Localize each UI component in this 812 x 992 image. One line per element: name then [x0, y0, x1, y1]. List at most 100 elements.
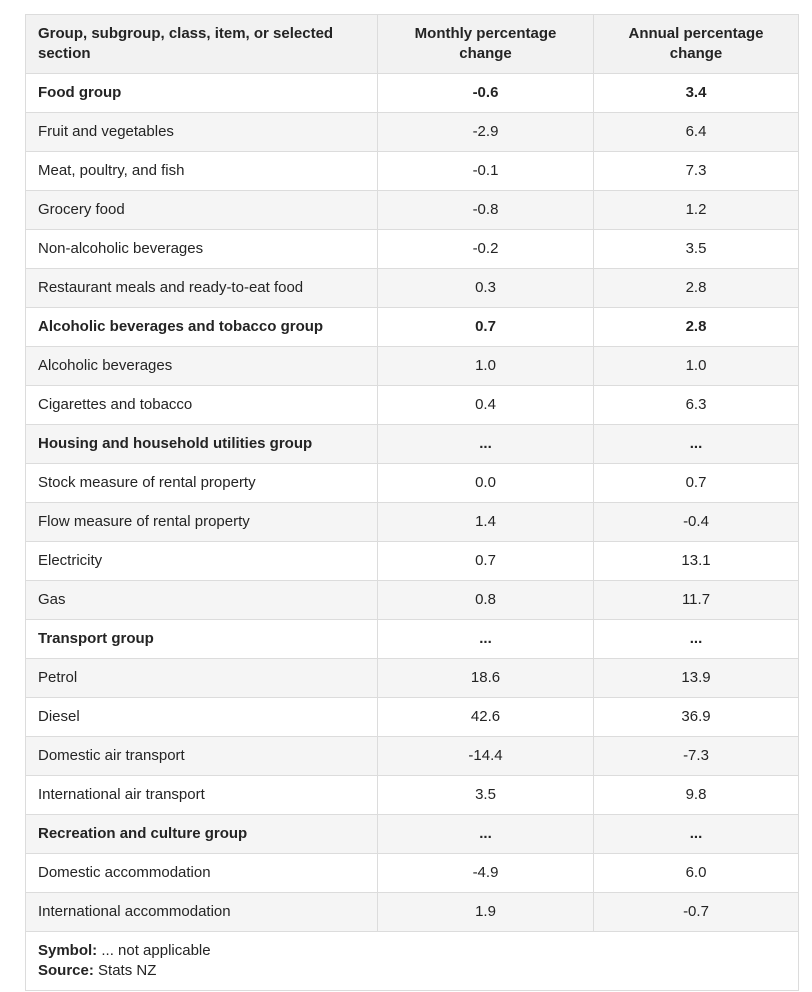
row-annual-value: 13.9 [593, 658, 799, 698]
row-label: Grocery food [25, 190, 378, 230]
row-label: Stock measure of rental property [25, 463, 378, 503]
row-annual-value: 3.5 [593, 229, 799, 269]
row-label: International accommodation [25, 892, 378, 932]
table-row: Grocery food -0.8 1.2 [25, 190, 799, 230]
header-row: Group, subgroup, class, item, or selecte… [25, 14, 799, 74]
table-row: Petrol 18.6 13.9 [25, 658, 799, 698]
row-annual-value: ... [593, 424, 799, 464]
row-label: Housing and household utilities group [25, 424, 378, 464]
row-label: Recreation and culture group [25, 814, 378, 854]
header-annual-column: Annual percentage change [593, 14, 799, 74]
row-monthly-value: -0.6 [377, 73, 594, 113]
row-monthly-value: ... [377, 619, 594, 659]
row-monthly-value: 0.7 [377, 541, 594, 581]
row-monthly-value: 3.5 [377, 775, 594, 815]
table-row: Recreation and culture group ... ... [25, 814, 799, 854]
row-annual-value: 36.9 [593, 697, 799, 737]
row-label: Alcoholic beverages [25, 346, 378, 386]
row-annual-value: -7.3 [593, 736, 799, 776]
header-monthly-column: Monthly percentage change [377, 14, 594, 74]
row-annual-value: -0.4 [593, 502, 799, 542]
row-monthly-value: -4.9 [377, 853, 594, 893]
table-row: Housing and household utilities group ..… [25, 424, 799, 464]
row-label: Flow measure of rental property [25, 502, 378, 542]
row-monthly-value: 42.6 [377, 697, 594, 737]
row-label: International air transport [25, 775, 378, 815]
row-label: Domestic accommodation [25, 853, 378, 893]
table-row: Transport group ... ... [25, 619, 799, 659]
row-monthly-value: 1.4 [377, 502, 594, 542]
table-footer: Symbol: ... not applicable Source: Stats… [25, 931, 799, 991]
row-label: Restaurant meals and ready-to-eat food [25, 268, 378, 308]
row-label: Cigarettes and tobacco [25, 385, 378, 425]
row-annual-value: ... [593, 619, 799, 659]
table-row: Domestic air transport -14.4 -7.3 [25, 736, 799, 776]
table-row: Electricity 0.7 13.1 [25, 541, 799, 581]
row-monthly-value: 0.3 [377, 268, 594, 308]
table-row: Flow measure of rental property 1.4 -0.4 [25, 502, 799, 542]
row-annual-value: ... [593, 814, 799, 854]
row-annual-value: 6.3 [593, 385, 799, 425]
row-monthly-value: -14.4 [377, 736, 594, 776]
row-label: Gas [25, 580, 378, 620]
row-monthly-value: -0.1 [377, 151, 594, 191]
row-annual-value: 1.0 [593, 346, 799, 386]
row-label: Alcoholic beverages and tobacco group [25, 307, 378, 347]
row-monthly-value: 0.0 [377, 463, 594, 503]
table-row: Stock measure of rental property 0.0 0.7 [25, 463, 799, 503]
table-row: Non-alcoholic beverages -0.2 3.5 [25, 229, 799, 269]
row-monthly-value: -2.9 [377, 112, 594, 152]
table-row: Domestic accommodation -4.9 6.0 [25, 853, 799, 893]
table-row: International accommodation 1.9 -0.7 [25, 892, 799, 932]
row-monthly-value: 0.7 [377, 307, 594, 347]
footer-row: Symbol: ... not applicable Source: Stats… [25, 931, 799, 991]
table-header: Group, subgroup, class, item, or selecte… [25, 14, 799, 74]
row-label: Petrol [25, 658, 378, 698]
row-monthly-value: 1.9 [377, 892, 594, 932]
row-annual-value: 2.8 [593, 268, 799, 308]
row-label: Diesel [25, 697, 378, 737]
source-note-label: Source: [38, 962, 94, 979]
row-label: Meat, poultry, and fish [25, 151, 378, 191]
table-row: Diesel 42.6 36.9 [25, 697, 799, 737]
header-group-column: Group, subgroup, class, item, or selecte… [25, 14, 378, 74]
row-monthly-value: ... [377, 814, 594, 854]
row-annual-value: 11.7 [593, 580, 799, 620]
row-annual-value: 6.0 [593, 853, 799, 893]
row-label: Transport group [25, 619, 378, 659]
row-label: Food group [25, 73, 378, 113]
symbol-note-label: Symbol: [38, 942, 98, 959]
table-row: Fruit and vegetables -2.9 6.4 [25, 112, 799, 152]
row-label: Electricity [25, 541, 378, 581]
row-annual-value: 6.4 [593, 112, 799, 152]
symbol-note: Symbol: ... not applicable [38, 941, 786, 961]
percentage-change-table: Group, subgroup, class, item, or selecte… [25, 14, 799, 991]
table-row: Gas 0.8 11.7 [25, 580, 799, 620]
row-annual-value: 7.3 [593, 151, 799, 191]
row-monthly-value: 0.8 [377, 580, 594, 620]
table-row: Cigarettes and tobacco 0.4 6.3 [25, 385, 799, 425]
source-note-text: Stats NZ [93, 962, 157, 979]
row-monthly-value: 1.0 [377, 346, 594, 386]
row-annual-value: 0.7 [593, 463, 799, 503]
row-annual-value: 9.8 [593, 775, 799, 815]
source-note: Source: Stats NZ [38, 961, 786, 981]
row-monthly-value: ... [377, 424, 594, 464]
row-monthly-value: -0.2 [377, 229, 594, 269]
row-label: Domestic air transport [25, 736, 378, 776]
table-row: Alcoholic beverages and tobacco group 0.… [25, 307, 799, 347]
row-annual-value: 13.1 [593, 541, 799, 581]
row-label: Non-alcoholic beverages [25, 229, 378, 269]
table-row: Meat, poultry, and fish -0.1 7.3 [25, 151, 799, 191]
table-row: Restaurant meals and ready-to-eat food 0… [25, 268, 799, 308]
table-body: Food group -0.6 3.4 Fruit and vegetables… [25, 73, 799, 932]
row-label: Fruit and vegetables [25, 112, 378, 152]
table-row: Alcoholic beverages 1.0 1.0 [25, 346, 799, 386]
footer-notes: Symbol: ... not applicable Source: Stats… [25, 931, 799, 991]
table-row: Food group -0.6 3.4 [25, 73, 799, 113]
row-annual-value: 1.2 [593, 190, 799, 230]
row-monthly-value: 0.4 [377, 385, 594, 425]
table-row: International air transport 3.5 9.8 [25, 775, 799, 815]
row-annual-value: 3.4 [593, 73, 799, 113]
